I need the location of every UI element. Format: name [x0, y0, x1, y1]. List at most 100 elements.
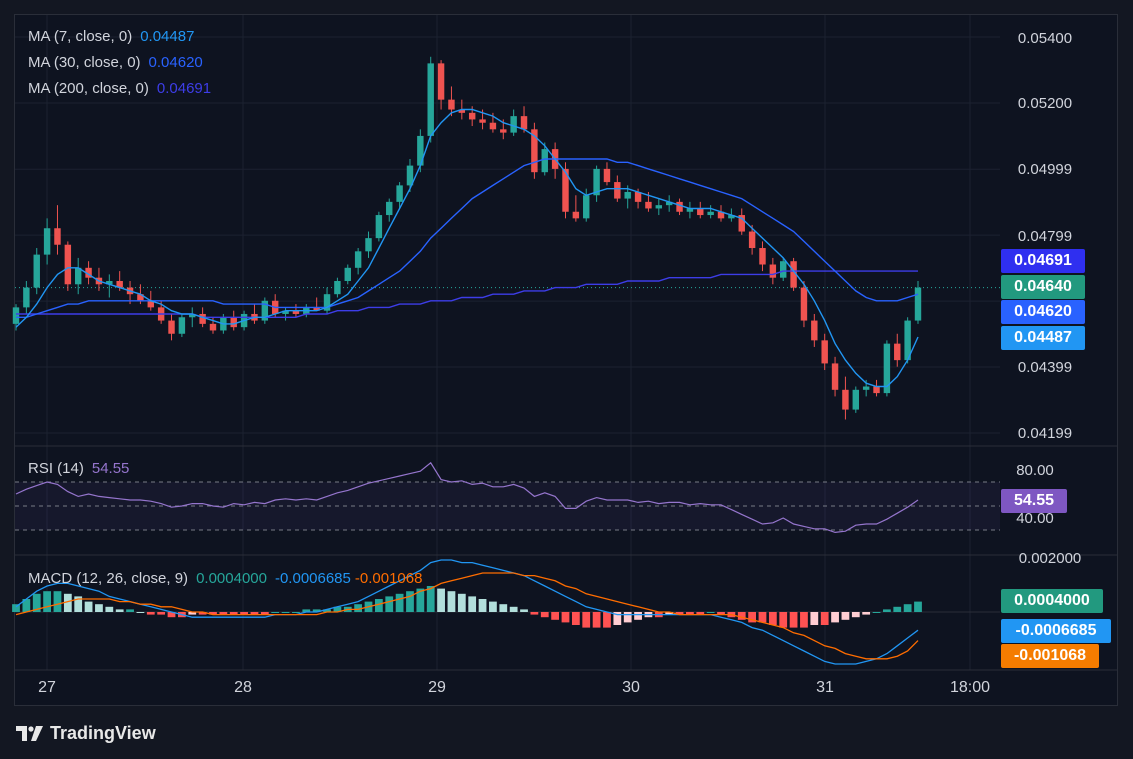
- legend-macd-label: MACD (12, 26, close, 9): [28, 570, 189, 587]
- chart-frame: [14, 14, 1118, 706]
- legend-ma30[interactable]: MA (30, close, 0) 0.04620: [28, 54, 203, 71]
- macd-histogram-bar: [530, 612, 539, 615]
- price-tick-label: 0.04999: [1018, 161, 1072, 178]
- candle-body: [873, 386, 880, 394]
- candle-body: [541, 149, 548, 173]
- candle-body: [759, 248, 766, 265]
- macd-histogram-bar: [675, 612, 684, 615]
- macd-histogram-bar: [903, 604, 912, 612]
- candle-body: [282, 310, 289, 314]
- legend-macd[interactable]: MACD (12, 26, close, 9) 0.0004000 -0.00066…: [28, 570, 422, 587]
- candle-body: [624, 191, 631, 199]
- macd-histogram-bar: [540, 612, 549, 618]
- macd-histogram-bar: [665, 612, 674, 615]
- candle-body: [334, 280, 341, 295]
- time-tick-label: 31: [816, 679, 834, 696]
- candle-body: [386, 201, 393, 216]
- candle-body: [375, 215, 383, 239]
- candle-body: [676, 201, 683, 212]
- price-badge-ma7: 0.04487: [1001, 326, 1085, 350]
- candle-body: [748, 231, 756, 249]
- axes: 0.05400 0.05200 0.04999 0.04799 0.04399 …: [38, 30, 1081, 696]
- macd-histogram-bar: [126, 609, 134, 612]
- candle-body: [354, 251, 362, 268]
- candle-body: [365, 238, 372, 252]
- macd-histogram-bar: [862, 612, 871, 615]
- tradingview-logo-icon: [16, 726, 43, 741]
- candle-body: [468, 112, 476, 120]
- macd-histogram-bar: [851, 612, 860, 618]
- macd-histogram-bar: [312, 609, 321, 612]
- macd-badge-hist: 0.0004000: [1001, 589, 1103, 613]
- price-badge-last: 0.04640: [1001, 275, 1085, 299]
- candle-body: [54, 228, 61, 245]
- candle-body: [769, 264, 777, 278]
- legend-ma200-value: 0.04691: [156, 80, 212, 97]
- brand-name: TradingView: [50, 722, 156, 743]
- legend-ma30-value: 0.04620: [148, 54, 203, 71]
- candle-body: [645, 201, 652, 209]
- macd-histogram-bar: [354, 604, 363, 612]
- macd-histogram-bar: [240, 612, 248, 615]
- tradingview-brand[interactable]: TradingView: [16, 720, 156, 746]
- macd-histogram-bar: [468, 596, 477, 612]
- macd-histogram-bar: [115, 609, 124, 612]
- macd-histogram-bar: [696, 612, 705, 615]
- macd-histogram-bar: [53, 591, 62, 612]
- candle-body: [883, 343, 891, 394]
- macd-histogram-bar: [489, 601, 497, 612]
- macd-histogram-bar: [800, 612, 808, 628]
- macd-histogram-bar: [43, 591, 51, 612]
- macd-histogram-bar: [613, 612, 622, 625]
- macd-histogram-bar: [260, 612, 269, 615]
- candle-body: [811, 320, 818, 341]
- legend-ma7[interactable]: MA (7, close, 0) 0.04487: [28, 28, 194, 45]
- price-tick-label: 0.04799: [1018, 228, 1072, 245]
- macd-histogram-bar: [416, 588, 425, 612]
- candle-body: [894, 343, 901, 361]
- rsi-pane: [15, 461, 1000, 534]
- rsi-tick-label: 80.00: [1016, 462, 1054, 479]
- candle-body: [106, 280, 113, 285]
- candle-body: [168, 320, 175, 334]
- price-tick-label: 0.04199: [1018, 425, 1072, 442]
- macd-histogram-bar: [623, 612, 632, 623]
- candle-body: [406, 165, 414, 186]
- macd-histogram-bar: [426, 586, 435, 612]
- macd-histogram-bar: [447, 591, 456, 612]
- candle-body: [137, 294, 144, 301]
- candle-body: [189, 313, 196, 318]
- price-tick-label: 0.05200: [1018, 95, 1072, 112]
- macd-signal-line: [15, 572, 919, 660]
- candle-body: [199, 313, 206, 324]
- macd-histogram-bar: [582, 612, 591, 628]
- candle-body: [562, 168, 569, 212]
- time-tick-label: 18:00: [950, 679, 990, 696]
- candle-body: [23, 287, 30, 308]
- candle-body: [728, 215, 735, 219]
- macd-histogram-bar: [395, 593, 404, 612]
- legend-ma200[interactable]: MA (200, close, 0) 0.04691: [28, 80, 211, 97]
- macd-histogram-bar: [74, 596, 83, 612]
- candle-body: [396, 185, 403, 202]
- rsi-badge: 54.55: [1001, 489, 1067, 513]
- macd-histogram-bar: [571, 612, 580, 625]
- macd-histogram-bar: [810, 612, 819, 625]
- macd-histogram-bar: [209, 612, 217, 615]
- legend-macd-hist: 0.0004000: [196, 570, 267, 587]
- legend-ma30-label: MA (30, close, 0): [28, 54, 141, 71]
- time-tick-label: 28: [234, 679, 252, 696]
- legend-rsi[interactable]: RSI (14) 54.55: [28, 460, 129, 477]
- candle-body: [614, 182, 621, 199]
- candle-body: [572, 211, 580, 219]
- macd-histogram-bar: [198, 612, 207, 615]
- candle-body: [697, 208, 704, 216]
- candle-body: [43, 228, 51, 255]
- candle-body: [458, 109, 466, 113]
- ma30-line: [16, 158, 919, 318]
- macd-histogram-bar: [146, 612, 155, 615]
- candle-body: [520, 116, 528, 130]
- rsi-tick-label: 40.00: [1016, 510, 1054, 527]
- macd-histogram-bar: [84, 601, 93, 612]
